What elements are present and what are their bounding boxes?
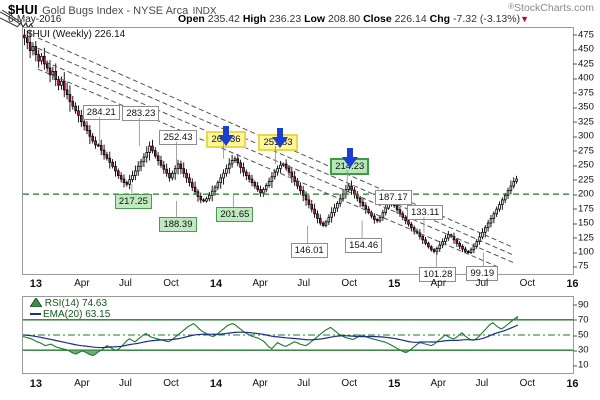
- x-tick-lower: Jul: [475, 378, 489, 389]
- low-label: Low: [304, 13, 326, 25]
- rsi-y-tick: 10: [573, 359, 589, 371]
- chg-down-caret-icon: ▼: [520, 14, 530, 24]
- price-y-tick: 425: [573, 58, 594, 70]
- price-annotation-label[interactable]: 154.46: [345, 238, 383, 254]
- close-label: Close: [363, 13, 392, 25]
- price-annotation-label[interactable]: 217.25: [114, 194, 152, 210]
- x-tick-lower: Apr: [74, 378, 90, 389]
- arrow-214-down-icon: [341, 148, 358, 168]
- open-label: Open: [178, 13, 205, 25]
- price-plot-area[interactable]: [23, 28, 573, 274]
- price-y-tick: 100: [573, 246, 594, 258]
- high-value: 236.23: [269, 13, 302, 25]
- rsi-legend-label: RSI(14) 74.63: [44, 298, 108, 309]
- price-y-tick: 150: [573, 217, 594, 229]
- chg-value: -7.32 (-3.13%): [452, 13, 521, 25]
- price-y-tick: 375: [573, 87, 594, 99]
- price-y-tick: 225: [573, 174, 594, 186]
- x-tick-upper: Apr: [430, 278, 447, 289]
- price-y-tick: 400: [573, 72, 594, 84]
- chart-header: $HUI Gold Bugs Index - NYSE Arca INDX ®S…: [0, 0, 600, 28]
- price-y-tick: 450: [573, 43, 594, 55]
- x-tick-upper: 15: [388, 278, 401, 290]
- x-tick-upper: 16: [566, 278, 579, 290]
- price-y-tick: 275: [573, 145, 594, 157]
- x-tick-upper: Apr: [252, 278, 268, 289]
- price-annotation-label[interactable]: 187.17: [374, 189, 412, 205]
- x-tick-lower: Oct: [519, 378, 536, 389]
- x-tick-upper: Jul: [119, 278, 132, 289]
- price-annotation-label[interactable]: 252.43: [159, 129, 197, 145]
- price-annotation-label[interactable]: 188.39: [159, 216, 197, 232]
- doodle-scribble-icon: [0, 10, 34, 30]
- open-value: 235.42: [207, 13, 240, 25]
- x-tick-upper: Oct: [519, 278, 536, 289]
- x-tick-upper: 13: [29, 278, 42, 290]
- close-value: 226.14: [394, 13, 427, 25]
- rsi-plot-area[interactable]: [23, 297, 573, 373]
- price-legend: $HUI (Weekly) 226.14: [27, 29, 125, 40]
- x-tick-upper: Jul: [475, 278, 489, 289]
- price-y-tick: 475: [573, 29, 594, 41]
- rsi-y-tick: 90: [573, 299, 589, 311]
- price-annotation-label[interactable]: 133.11: [406, 204, 444, 220]
- price-annotation-label[interactable]: 101.28: [419, 267, 457, 283]
- x-tick-lower: 14: [209, 378, 223, 390]
- x-tick-lower: Apr: [252, 378, 268, 389]
- x-tick-lower: 16: [566, 378, 579, 390]
- rsi-area-icon: [29, 297, 43, 308]
- quote-date: 6-May-2016: [8, 14, 62, 25]
- price-annotation-label[interactable]: 283.23: [122, 105, 160, 121]
- price-y-tick: 125: [573, 232, 594, 244]
- x-tick-upper: 14: [209, 278, 223, 290]
- x-tick-upper: Apr: [74, 278, 90, 289]
- symbol-ticker: $HUI: [8, 2, 38, 17]
- price-annotation-label[interactable]: 146.01: [290, 243, 328, 259]
- x-tick-lower: Oct: [341, 378, 357, 389]
- ema-line-swatch-icon: [30, 313, 41, 315]
- rsi-y-tick: 70: [573, 314, 589, 326]
- price-y-tick: 350: [573, 101, 594, 113]
- quote-bar: Open 235.42 High 236.23 Low 208.80 Close…: [178, 13, 529, 25]
- rsi-chart-panel[interactable]: [22, 296, 574, 374]
- rsi-y-tick: 30: [573, 344, 589, 356]
- ema-legend-label: EMA(20) 63.15: [43, 309, 111, 320]
- price-y-tick: 175: [573, 203, 594, 215]
- registered-icon: ®: [508, 2, 515, 11]
- price-y-tick: 325: [573, 116, 594, 128]
- x-tick-lower: 13: [29, 378, 42, 390]
- x-tick-upper: Jul: [297, 278, 311, 289]
- price-annotation-label[interactable]: 99.19: [466, 266, 499, 282]
- brand-label: StockCharts.com: [514, 2, 594, 14]
- ema-legend: EMA(20) 63.15: [30, 309, 110, 320]
- price-annotation-label[interactable]: 201.65: [216, 207, 254, 223]
- rsi-legend: RSI(14) 74.63: [29, 297, 108, 309]
- stockcharts-watermark: ®StockCharts.com: [508, 2, 594, 14]
- price-annotation-label[interactable]: 284.21: [82, 105, 120, 121]
- price-y-tick: 300: [573, 130, 594, 142]
- price-y-tick: 75: [573, 260, 589, 272]
- x-tick-lower: 15: [388, 378, 401, 390]
- price-legend-label: $HUI (Weekly) 226.14: [27, 29, 126, 40]
- x-tick-lower: Jul: [119, 378, 132, 389]
- x-tick-upper: Oct: [341, 278, 357, 289]
- high-label: High: [242, 13, 267, 25]
- x-tick-lower: Apr: [430, 378, 447, 389]
- low-value: 208.80: [328, 13, 361, 25]
- header-title-line: $HUI Gold Bugs Index - NYSE Arca INDX: [8, 1, 217, 19]
- x-tick-upper: Oct: [163, 278, 179, 289]
- symbol-description: Gold Bugs Index - NYSE Arca: [42, 5, 189, 17]
- x-tick-lower: Oct: [163, 378, 179, 389]
- arrow-251-down-icon: [272, 128, 289, 148]
- price-y-tick: 250: [573, 159, 594, 171]
- price-y-tick: 200: [573, 188, 594, 200]
- arrow-261-down-icon: [217, 126, 234, 146]
- chg-label: Chg: [429, 13, 451, 25]
- x-tick-lower: Jul: [297, 378, 311, 389]
- price-chart-panel[interactable]: [22, 27, 574, 275]
- symbol-index-tag: INDX: [192, 6, 217, 17]
- rsi-y-tick: 50: [573, 329, 589, 341]
